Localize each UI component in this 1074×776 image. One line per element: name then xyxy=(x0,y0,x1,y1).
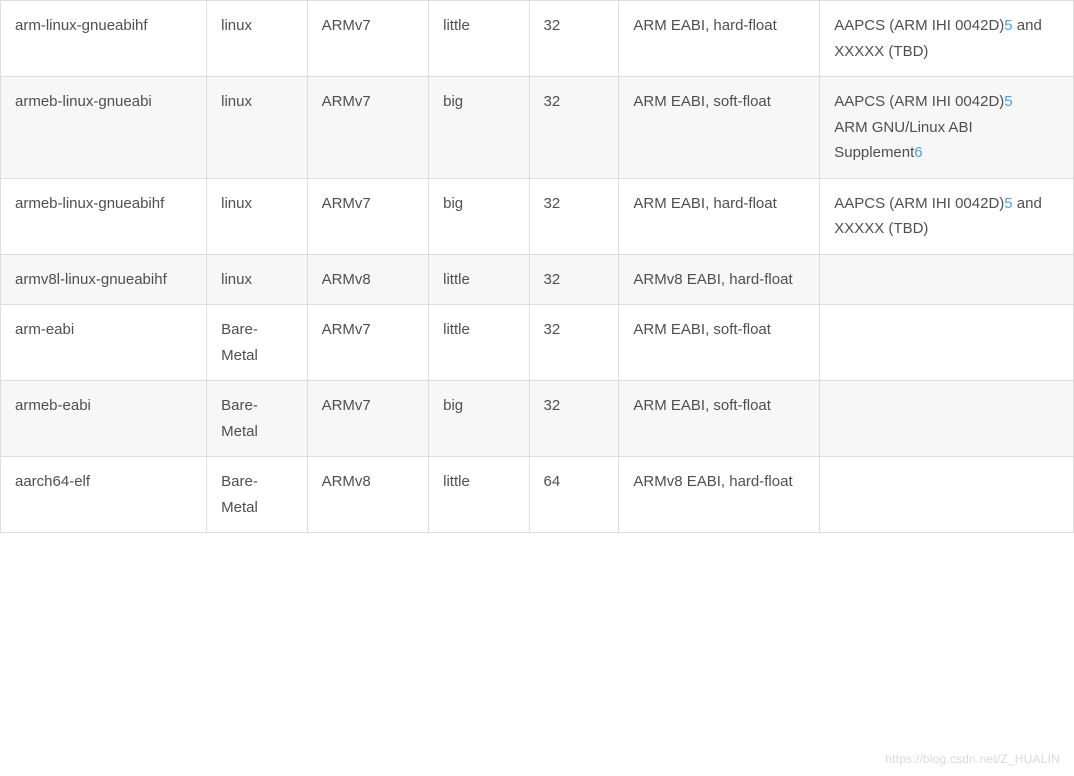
cell: Bare-Metal xyxy=(207,305,307,381)
cell-abi-doc xyxy=(820,381,1074,457)
cell: big xyxy=(429,381,529,457)
cell: 32 xyxy=(529,381,619,457)
cell: armeb-linux-gnueabihf xyxy=(1,178,207,254)
cell: linux xyxy=(207,77,307,179)
footnote-ref[interactable]: 5 xyxy=(1004,93,1012,110)
cell: ARM EABI, hard-float xyxy=(619,178,820,254)
cell: linux xyxy=(207,254,307,305)
cell: armeb-eabi xyxy=(1,381,207,457)
cell: linux xyxy=(207,178,307,254)
cell: ARM EABI, soft-float xyxy=(619,305,820,381)
footnote-ref[interactable]: 5 xyxy=(1004,195,1012,212)
table-row: aarch64-elfBare-MetalARMv8little64ARMv8 … xyxy=(1,457,1074,533)
cell: 32 xyxy=(529,77,619,179)
cell: armv8l-linux-gnueabihf xyxy=(1,254,207,305)
cell: ARMv7 xyxy=(307,178,429,254)
cell-abi-doc xyxy=(820,254,1074,305)
cell: arm-eabi xyxy=(1,305,207,381)
table-row: armeb-linux-gnueabilinuxARMv7big32ARM EA… xyxy=(1,77,1074,179)
table-row: arm-linux-gnueabihflinuxARMv7little32ARM… xyxy=(1,1,1074,77)
cell: 32 xyxy=(529,178,619,254)
cell: 64 xyxy=(529,457,619,533)
cell: aarch64-elf xyxy=(1,457,207,533)
cell: Bare-Metal xyxy=(207,457,307,533)
cell: 32 xyxy=(529,254,619,305)
cell: ARMv8 xyxy=(307,254,429,305)
cell: ARMv8 EABI, hard-float xyxy=(619,457,820,533)
cell: ARMv7 xyxy=(307,305,429,381)
cell: ARM EABI, soft-float xyxy=(619,381,820,457)
cell-abi-doc: AAPCS (ARM IHI 0042D)5ARM GNU/Linux ABI … xyxy=(820,77,1074,179)
cell: ARMv7 xyxy=(307,1,429,77)
cell: 32 xyxy=(529,1,619,77)
cell: armeb-linux-gnueabi xyxy=(1,77,207,179)
cell-abi-doc xyxy=(820,305,1074,381)
cell: Bare-Metal xyxy=(207,381,307,457)
cell: little xyxy=(429,1,529,77)
cell: little xyxy=(429,254,529,305)
cell: ARMv7 xyxy=(307,77,429,179)
cell: linux xyxy=(207,1,307,77)
footnote-ref[interactable]: 5 xyxy=(1004,17,1012,34)
cell: arm-linux-gnueabihf xyxy=(1,1,207,77)
cell: ARMv7 xyxy=(307,381,429,457)
cell: big xyxy=(429,178,529,254)
triplet-table: arm-linux-gnueabihflinuxARMv7little32ARM… xyxy=(0,0,1074,533)
cell-abi-doc: AAPCS (ARM IHI 0042D)5 and XXXXX (TBD) xyxy=(820,1,1074,77)
cell: ARM EABI, soft-float xyxy=(619,77,820,179)
cell-abi-doc: AAPCS (ARM IHI 0042D)5 and XXXXX (TBD) xyxy=(820,178,1074,254)
cell: ARM EABI, hard-float xyxy=(619,1,820,77)
footnote-ref[interactable]: 6 xyxy=(914,144,922,161)
table-row: armv8l-linux-gnueabihflinuxARMv8little32… xyxy=(1,254,1074,305)
cell: 32 xyxy=(529,305,619,381)
cell: ARMv8 xyxy=(307,457,429,533)
table-row: armeb-linux-gnueabihflinuxARMv7big32ARM … xyxy=(1,178,1074,254)
cell: little xyxy=(429,305,529,381)
cell: ARMv8 EABI, hard-float xyxy=(619,254,820,305)
cell: little xyxy=(429,457,529,533)
cell: big xyxy=(429,77,529,179)
table-container: arm-linux-gnueabihflinuxARMv7little32ARM… xyxy=(0,0,1074,776)
table-row: armeb-eabiBare-MetalARMv7big32ARM EABI, … xyxy=(1,381,1074,457)
cell-abi-doc xyxy=(820,457,1074,533)
watermark: https://blog.csdn.net/Z_HUALIN xyxy=(885,752,1060,766)
table-row: arm-eabiBare-MetalARMv7little32ARM EABI,… xyxy=(1,305,1074,381)
